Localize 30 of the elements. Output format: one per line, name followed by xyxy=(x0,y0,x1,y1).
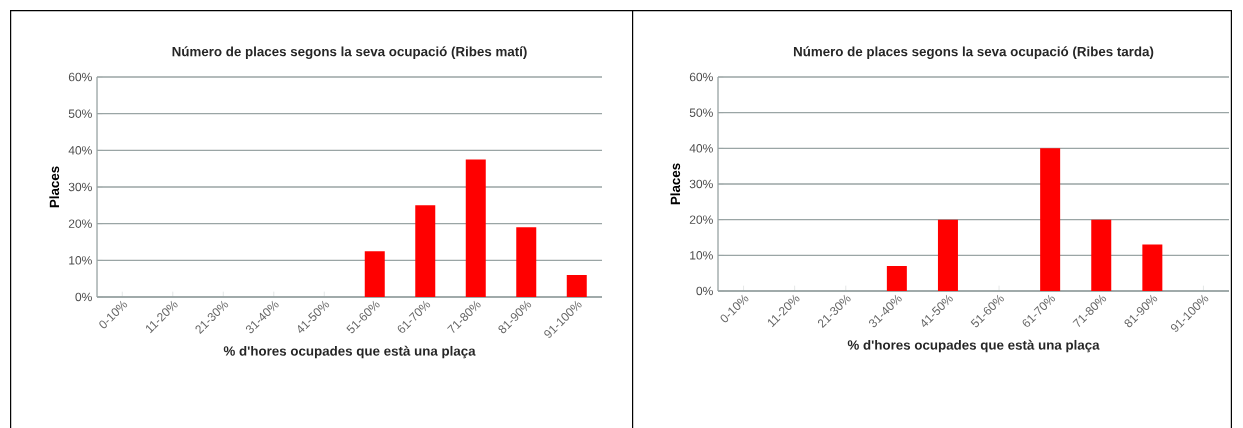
bar xyxy=(937,219,958,291)
y-tick-label: 50% xyxy=(68,109,92,118)
y-tick-label: 50% xyxy=(689,108,713,117)
y-tick-label: 0% xyxy=(75,292,92,302)
y-tick-label: 40% xyxy=(68,146,92,155)
chart-title: Número de places segons la seva ocupació (Ribes tarda) xyxy=(793,46,1154,59)
bar xyxy=(364,251,385,297)
x-axis-title: % d'hores ocupades que està una plaça xyxy=(847,339,1100,353)
y-axis-title: Places xyxy=(670,163,681,205)
y-tick-label: 10% xyxy=(69,256,92,265)
y-tick-label: 60% xyxy=(689,72,713,82)
chart-title: Número de places segons la seva ocupació (Ribes matí) xyxy=(172,46,527,59)
x-axis-title: % d'hores ocupades que està una plaça xyxy=(223,345,476,359)
bar xyxy=(1142,244,1163,291)
bar xyxy=(1040,148,1061,291)
y-tick-label: 10% xyxy=(690,251,713,260)
bar xyxy=(566,274,587,297)
y-axis-title: Places xyxy=(49,166,60,208)
bar xyxy=(886,266,907,291)
y-tick-label: 30% xyxy=(689,179,713,189)
y-tick-label: 0% xyxy=(696,286,713,296)
y-tick-label: 60% xyxy=(68,72,92,82)
bar xyxy=(516,227,537,297)
y-tick-label: 20% xyxy=(68,219,92,228)
y-tick-label: 30% xyxy=(68,182,92,192)
y-tick-label: 20% xyxy=(689,215,713,224)
y-tick-label: 40% xyxy=(689,144,713,153)
bar xyxy=(465,159,486,297)
bar xyxy=(415,205,436,297)
bar xyxy=(1091,219,1112,291)
